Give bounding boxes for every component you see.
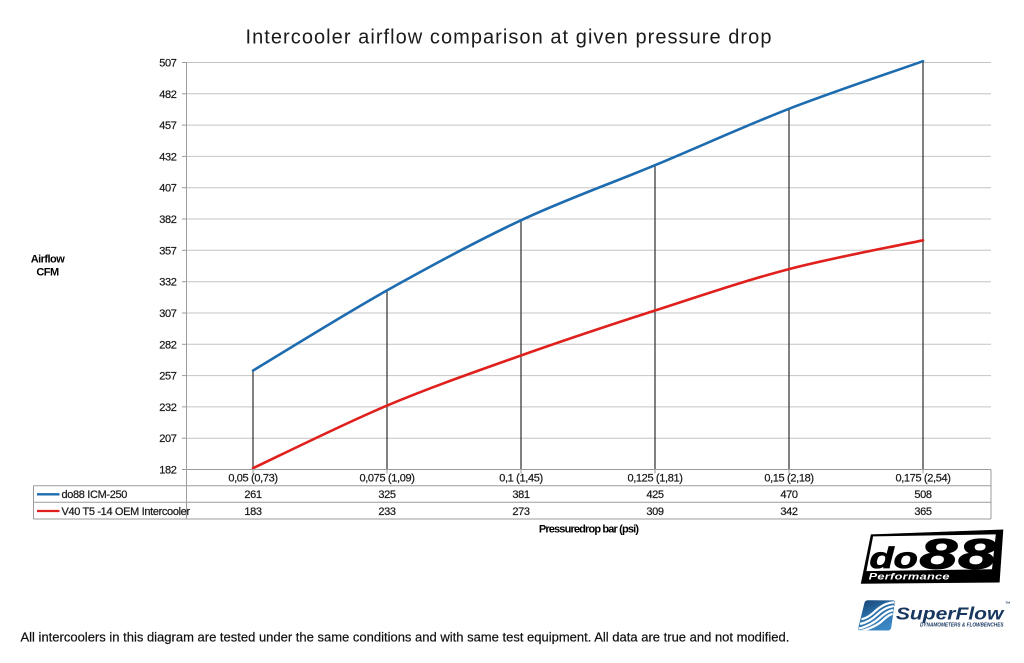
- svg-text:257: 257: [159, 371, 177, 383]
- svg-text:425: 425: [646, 489, 664, 501]
- svg-text:0,05 (0,73): 0,05 (0,73): [228, 473, 277, 485]
- svg-text:Pressuredrop bar (psi): Pressuredrop bar (psi): [539, 524, 639, 536]
- svg-text:482: 482: [159, 89, 177, 101]
- svg-text:342: 342: [780, 506, 798, 518]
- svg-text:470: 470: [780, 489, 798, 501]
- svg-text:0,15 (2,18): 0,15 (2,18): [764, 473, 813, 485]
- svg-text:CFM: CFM: [36, 267, 59, 279]
- svg-text:282: 282: [159, 339, 177, 351]
- svg-text:507: 507: [159, 58, 177, 70]
- svg-text:Intercooler airflow comparison: Intercooler airflow comparison at given …: [246, 27, 773, 49]
- svg-text:V40 T5 -14 OEM Intercooler: V40 T5 -14 OEM Intercooler: [62, 506, 191, 518]
- svg-text:432: 432: [159, 151, 177, 163]
- svg-text:0,175 (2,54): 0,175 (2,54): [895, 473, 950, 485]
- svg-text:0,075 (1,09): 0,075 (1,09): [359, 473, 414, 485]
- svg-text:Airflow: Airflow: [31, 254, 65, 266]
- svg-text:357: 357: [159, 245, 177, 257]
- svg-text:382: 382: [159, 214, 177, 226]
- svg-text:457: 457: [159, 120, 177, 132]
- svg-text:All intercoolers in this diagr: All intercoolers in this diagram are tes…: [21, 630, 790, 645]
- svg-text:182: 182: [159, 465, 177, 477]
- svg-text:381: 381: [512, 489, 530, 501]
- svg-text:SuperFlow: SuperFlow: [896, 604, 1005, 624]
- svg-text:307: 307: [159, 308, 177, 320]
- svg-text:0,125 (1,81): 0,125 (1,81): [627, 473, 682, 485]
- svg-text:407: 407: [159, 183, 177, 195]
- svg-text:88: 88: [920, 531, 997, 579]
- svg-text:309: 309: [646, 506, 664, 518]
- svg-text:207: 207: [159, 433, 177, 445]
- svg-text:365: 365: [914, 506, 932, 518]
- svg-text:273: 273: [512, 506, 530, 518]
- svg-text:325: 325: [378, 489, 396, 501]
- svg-text:233: 233: [378, 506, 396, 518]
- svg-text:261: 261: [244, 489, 262, 501]
- svg-text:do: do: [870, 542, 918, 575]
- svg-text:332: 332: [159, 277, 177, 289]
- svg-text:183: 183: [244, 506, 262, 518]
- svg-text:508: 508: [914, 489, 932, 501]
- svg-text:232: 232: [159, 402, 177, 414]
- svg-text:do88 ICM-250: do88 ICM-250: [62, 489, 128, 501]
- svg-text:™: ™: [1005, 602, 1011, 608]
- svg-text:Performance: Performance: [869, 572, 950, 582]
- svg-text:DYNAMOMETERS & FLOWBENCHES: DYNAMOMETERS & FLOWBENCHES: [920, 622, 1004, 628]
- svg-text:0,1 (1,45): 0,1 (1,45): [499, 473, 543, 485]
